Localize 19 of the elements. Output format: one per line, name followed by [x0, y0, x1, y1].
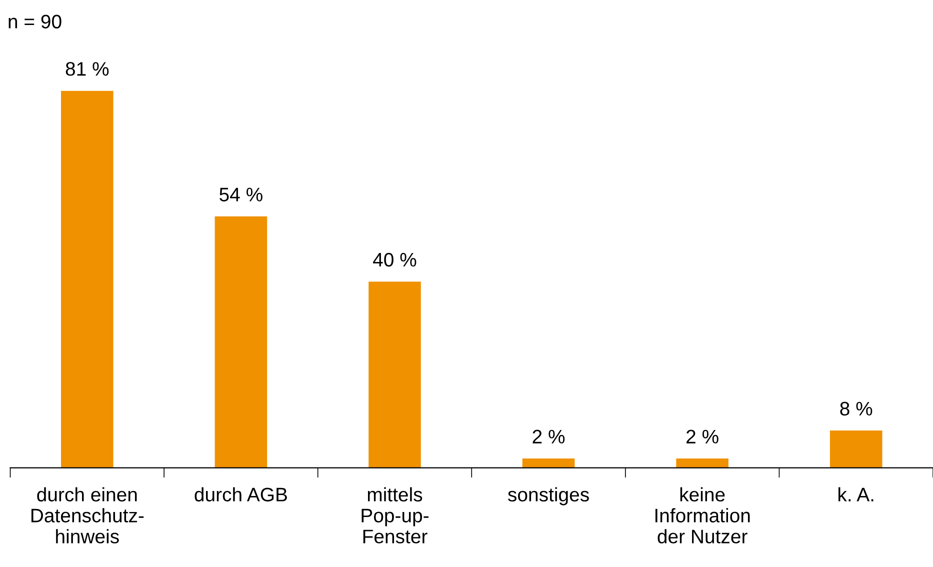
x-tick-label: sonstiges: [508, 487, 589, 506]
bar: [61, 90, 114, 468]
x-tick-label: k. A.: [838, 487, 874, 502]
x-tick-label: mittels Pop-up- Fenster: [362, 487, 428, 544]
x-tick-label: keine Information der Nutzer: [655, 487, 750, 544]
data-label: 40 %: [373, 252, 416, 267]
x-tick-label: durch einen Datenschutz- hinweis: [31, 487, 144, 544]
bar: [368, 282, 421, 468]
data-label: 2 %: [532, 430, 565, 444]
data-label: 81 %: [66, 62, 109, 76]
bar: [676, 458, 728, 468]
bar: [830, 430, 882, 468]
x-tick-label: durch AGB: [194, 487, 287, 502]
bar: [522, 458, 575, 468]
text: n = 90: [8, 14, 62, 28]
data-label: 54 %: [220, 188, 262, 202]
data-label: 8 %: [840, 402, 872, 416]
bar: [214, 216, 268, 468]
data-label: 2 %: [686, 430, 718, 444]
